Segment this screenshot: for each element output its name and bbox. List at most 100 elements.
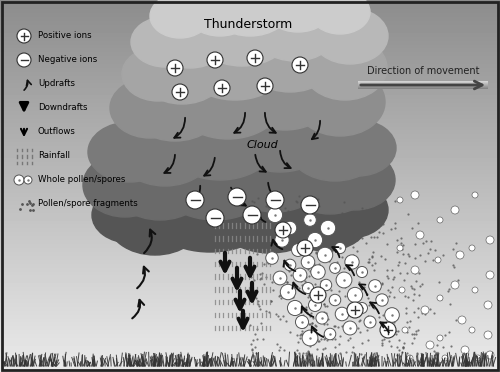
Text: Positive ions: Positive ions bbox=[38, 32, 92, 41]
Ellipse shape bbox=[280, 185, 370, 251]
Text: Negative ions: Negative ions bbox=[38, 55, 97, 64]
Circle shape bbox=[416, 231, 424, 239]
Circle shape bbox=[335, 307, 349, 321]
Ellipse shape bbox=[202, 9, 298, 79]
Circle shape bbox=[456, 251, 464, 259]
Circle shape bbox=[475, 355, 481, 361]
Circle shape bbox=[442, 355, 448, 361]
Ellipse shape bbox=[262, 0, 338, 46]
Circle shape bbox=[437, 295, 443, 301]
Circle shape bbox=[458, 316, 466, 324]
Ellipse shape bbox=[192, 78, 302, 158]
Circle shape bbox=[411, 266, 419, 274]
Circle shape bbox=[266, 191, 284, 209]
Ellipse shape bbox=[140, 57, 216, 113]
Ellipse shape bbox=[312, 182, 388, 238]
Ellipse shape bbox=[150, 0, 210, 38]
Ellipse shape bbox=[137, 36, 227, 104]
Ellipse shape bbox=[150, 126, 246, 198]
Text: Updrafts: Updrafts bbox=[38, 80, 75, 89]
Circle shape bbox=[437, 217, 443, 223]
Circle shape bbox=[364, 316, 376, 328]
Circle shape bbox=[280, 284, 295, 300]
Circle shape bbox=[257, 78, 273, 94]
Circle shape bbox=[397, 197, 403, 203]
Ellipse shape bbox=[282, 142, 378, 214]
Circle shape bbox=[334, 243, 345, 254]
Circle shape bbox=[14, 175, 24, 185]
Circle shape bbox=[356, 266, 368, 278]
Text: Pollen/spore fragments: Pollen/spore fragments bbox=[38, 199, 138, 208]
Ellipse shape bbox=[249, 52, 337, 118]
Ellipse shape bbox=[215, 177, 325, 253]
Circle shape bbox=[284, 221, 296, 235]
Ellipse shape bbox=[312, 8, 388, 64]
Circle shape bbox=[297, 240, 313, 256]
Circle shape bbox=[266, 252, 278, 264]
Ellipse shape bbox=[244, 127, 340, 199]
Circle shape bbox=[407, 355, 413, 361]
Circle shape bbox=[167, 60, 183, 76]
Circle shape bbox=[486, 236, 494, 244]
Circle shape bbox=[376, 294, 388, 306]
Circle shape bbox=[273, 271, 287, 285]
Text: Whole pollen/spores: Whole pollen/spores bbox=[38, 176, 126, 185]
Ellipse shape bbox=[287, 109, 383, 181]
Ellipse shape bbox=[264, 0, 332, 32]
Circle shape bbox=[214, 80, 230, 96]
Circle shape bbox=[356, 302, 368, 314]
Circle shape bbox=[206, 209, 224, 227]
Circle shape bbox=[461, 346, 469, 354]
Circle shape bbox=[347, 302, 363, 318]
Text: Outflows: Outflows bbox=[38, 128, 76, 137]
Ellipse shape bbox=[168, 20, 252, 84]
Circle shape bbox=[207, 52, 223, 68]
Circle shape bbox=[324, 328, 336, 340]
Circle shape bbox=[320, 279, 332, 291]
Circle shape bbox=[288, 301, 302, 315]
Circle shape bbox=[384, 308, 400, 322]
Text: Downdrafts: Downdrafts bbox=[38, 103, 88, 112]
Text: Direction of movement: Direction of movement bbox=[367, 66, 479, 76]
Circle shape bbox=[343, 321, 357, 335]
Circle shape bbox=[399, 287, 405, 293]
Circle shape bbox=[426, 341, 434, 349]
Circle shape bbox=[172, 84, 188, 100]
Ellipse shape bbox=[187, 160, 303, 240]
Text: Rainfall: Rainfall bbox=[38, 151, 70, 160]
Circle shape bbox=[402, 327, 408, 333]
Circle shape bbox=[486, 271, 494, 279]
Circle shape bbox=[469, 327, 475, 333]
Circle shape bbox=[320, 220, 336, 236]
Ellipse shape bbox=[220, 128, 330, 212]
Circle shape bbox=[435, 257, 441, 263]
Circle shape bbox=[17, 29, 31, 43]
Circle shape bbox=[310, 287, 326, 303]
Ellipse shape bbox=[115, 110, 215, 186]
Circle shape bbox=[484, 331, 492, 339]
Circle shape bbox=[308, 232, 322, 248]
Ellipse shape bbox=[145, 168, 275, 252]
Circle shape bbox=[302, 330, 318, 346]
Circle shape bbox=[380, 322, 396, 338]
Ellipse shape bbox=[196, 40, 300, 116]
Ellipse shape bbox=[160, 54, 250, 122]
Ellipse shape bbox=[192, 0, 292, 66]
Circle shape bbox=[311, 265, 325, 279]
Circle shape bbox=[472, 192, 478, 198]
Circle shape bbox=[437, 335, 443, 341]
Circle shape bbox=[284, 259, 296, 271]
Ellipse shape bbox=[92, 187, 168, 243]
Ellipse shape bbox=[107, 185, 203, 255]
Ellipse shape bbox=[246, 86, 342, 158]
Circle shape bbox=[330, 263, 340, 273]
Ellipse shape bbox=[130, 90, 210, 150]
Circle shape bbox=[304, 214, 316, 226]
Ellipse shape bbox=[253, 18, 337, 82]
Circle shape bbox=[345, 255, 359, 269]
Circle shape bbox=[486, 351, 494, 359]
Ellipse shape bbox=[152, 89, 248, 161]
Circle shape bbox=[302, 282, 314, 294]
Ellipse shape bbox=[177, 0, 253, 50]
Ellipse shape bbox=[170, 51, 286, 139]
